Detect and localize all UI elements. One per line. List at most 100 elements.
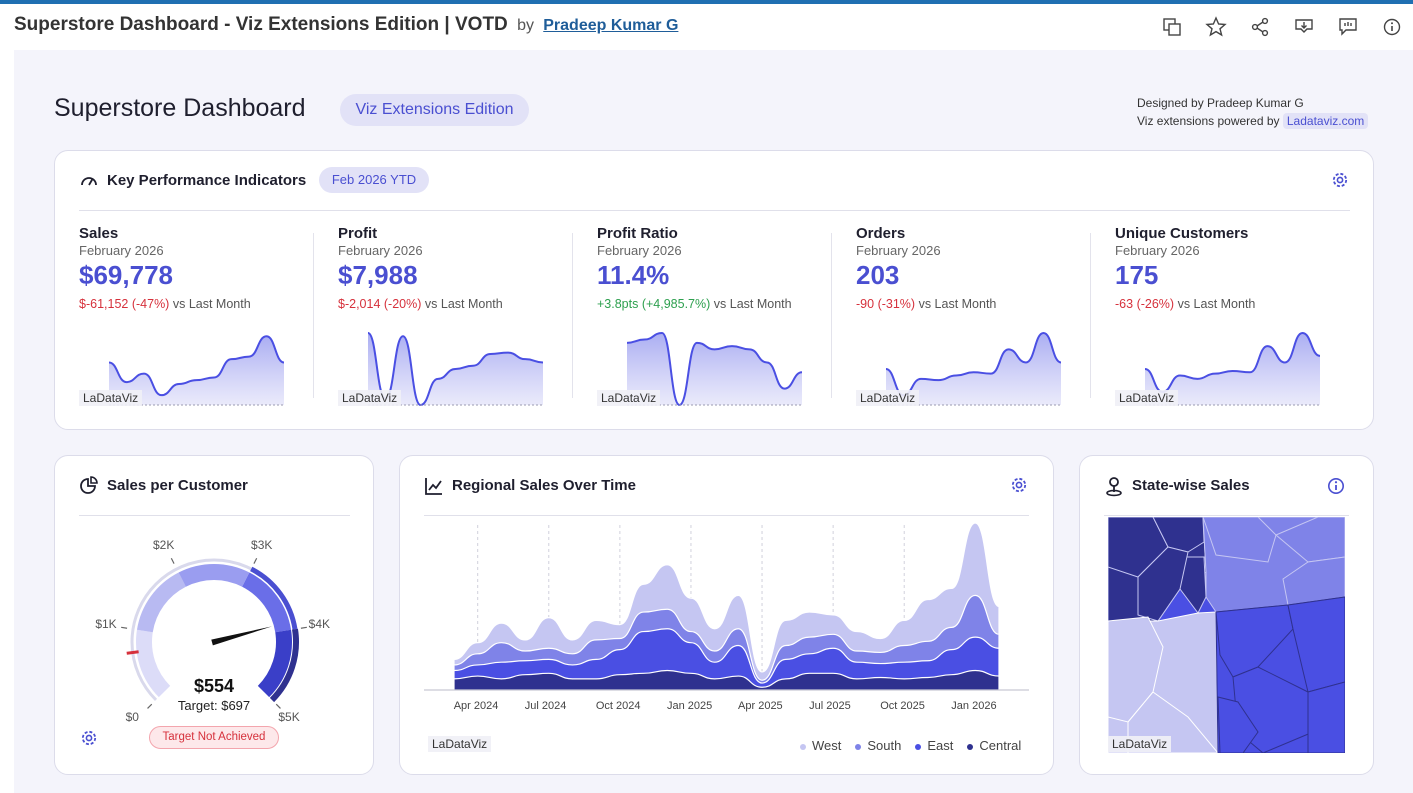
kpi-delta-suffix: vs Last Month — [713, 297, 792, 311]
dashboard-title: Superstore Dashboard — [54, 94, 306, 122]
sparkline-area — [627, 333, 802, 405]
x-axis-tick-label: Jul 2024 — [524, 700, 567, 712]
sparkline-area — [1145, 333, 1320, 405]
sparkline-line — [367, 332, 544, 407]
legend-label: East — [927, 738, 954, 753]
gauge-target: Target: $697 — [177, 698, 251, 713]
regional-area-chart — [424, 522, 1029, 691]
gauge-tick-label: $2K — [152, 537, 175, 552]
viz-title: Superstore Dashboard - Viz Extensions Ed… — [14, 14, 678, 36]
gauge-band — [136, 572, 187, 633]
kpi-profit-ratio: Profit Ratio February 2026 11.4% +3.8pts (+… — [597, 225, 837, 415]
legend-item-east[interactable]: East — [915, 738, 953, 753]
gauge-section-title: Sales per Customer — [107, 477, 248, 494]
state-watermark: LaDataViz — [1108, 736, 1172, 752]
kpi-delta-value: $-61,152 — [79, 297, 129, 311]
kpi-period: February 2026 — [1115, 243, 1200, 258]
gauge-tick-label: $0 — [125, 710, 139, 725]
kpi-period: February 2026 — [338, 243, 423, 258]
by-label: by — [517, 17, 534, 34]
x-axis-tick-label: Oct 2025 — [880, 700, 925, 712]
kpi-name: Unique Customers — [1115, 225, 1249, 242]
ladataviz-link[interactable]: Ladataviz.com — [1282, 113, 1369, 129]
star-icon[interactable] — [1205, 16, 1227, 38]
sparkline-area — [109, 336, 284, 405]
kpi-period: February 2026 — [856, 243, 941, 258]
kpi-delta-value: $-2,014 — [338, 297, 381, 311]
gauge-separator — [79, 515, 350, 516]
top-accent-bar — [0, 0, 1413, 4]
legend-item-west[interactable]: West — [800, 738, 841, 753]
regional-section-title: Regional Sales Over Time — [452, 477, 636, 494]
edition-badge: Viz Extensions Edition — [340, 94, 529, 126]
kpi-watermark: LaDataViz — [597, 390, 661, 406]
x-axis-tick-label: Apr 2025 — [738, 700, 783, 712]
sparkline-line — [1144, 331, 1321, 393]
kpi-delta-percent: (-26%) — [1136, 297, 1175, 311]
window-header: Superstore Dashboard - Viz Extensions Ed… — [0, 4, 1413, 50]
info-icon[interactable] — [1381, 16, 1403, 38]
kpi-divider — [313, 233, 314, 398]
kpi-delta-percent: (-20%) — [383, 297, 422, 311]
kpi-divider — [831, 233, 832, 398]
speedometer-icon — [81, 177, 97, 186]
gauge-tick — [275, 703, 281, 709]
map-pin-icon — [1106, 477, 1122, 497]
regional-settings-gear-icon[interactable] — [1009, 475, 1029, 495]
kpi-divider — [572, 233, 573, 398]
header-actions — [1161, 16, 1403, 38]
kpi-settings-gear-icon[interactable] — [1330, 170, 1350, 190]
kpi-delta: -90 (-31%) vs Last Month — [856, 297, 1096, 311]
kpi-name: Profit — [338, 225, 378, 242]
kpi-orders: Orders February 2026 203 -90 (-31%) vs Last… — [856, 225, 1096, 415]
legend-label: Central — [979, 738, 1022, 753]
kpi-watermark: LaDataViz — [856, 390, 920, 406]
state-voronoi-treemap — [1108, 517, 1345, 753]
gauge-value: $554 — [193, 676, 235, 696]
x-axis-tick-label: Apr 2024 — [453, 700, 499, 712]
kpi-value: 203 — [856, 260, 900, 290]
gauge-band — [241, 572, 292, 633]
period-pill[interactable]: Feb 2026 YTD — [319, 167, 429, 193]
kpi-name: Orders — [856, 225, 906, 242]
gauge-tick — [170, 557, 175, 564]
kpi-delta-percent: (-47%) — [131, 297, 170, 311]
area-series-central — [453, 669, 1000, 691]
kpi-watermark: LaDataViz — [338, 390, 402, 406]
share-icon[interactable] — [1249, 16, 1271, 38]
gauge-tick-label: $3K — [251, 537, 273, 552]
pie-chart-icon — [80, 476, 98, 494]
kpi-unique-customers: Unique Customers February 2026 175 -63 (-26… — [1115, 225, 1355, 415]
legend-dot — [915, 743, 922, 750]
kpi-delta-value: +3.8pts — [597, 297, 639, 311]
state-info-icon[interactable] — [1326, 476, 1346, 496]
copy-icon[interactable] — [1161, 16, 1183, 38]
kpi-delta: +3.8pts (+4,985.7%) vs Last Month — [597, 297, 837, 311]
kpi-watermark: LaDataViz — [79, 390, 143, 406]
regional-watermark: LaDataViz — [428, 736, 492, 752]
gauge-settings-gear-icon[interactable] — [79, 728, 99, 748]
kpi-delta-percent: (-31%) — [877, 297, 916, 311]
legend-item-central[interactable]: Central — [967, 738, 1021, 753]
kpi-delta: $-61,152 (-47%) vs Last Month — [79, 297, 319, 311]
legend-dot — [855, 743, 862, 750]
kpi-period: February 2026 — [79, 243, 164, 258]
kpi-value: 11.4% — [597, 260, 670, 290]
legend-item-south[interactable]: South — [855, 738, 901, 753]
author-link[interactable]: Pradeep Kumar G — [543, 17, 679, 34]
gauge-tick-label: $4K — [308, 617, 331, 632]
kpi-delta-value: -90 — [856, 297, 875, 311]
download-icon[interactable] — [1293, 16, 1315, 38]
gauge-band — [257, 629, 292, 698]
kpi-profit: Profit February 2026 $7,988 $-2,014 (-20%) … — [338, 225, 578, 415]
viz-title-text: Superstore Dashboard - Viz Extensions Ed… — [14, 14, 508, 35]
legend-dot — [967, 743, 974, 750]
kpi-delta-suffix: vs Last Month — [918, 297, 997, 311]
x-axis-tick-label: Jan 2025 — [666, 700, 713, 712]
kpi-name: Sales — [79, 225, 119, 242]
sparkline-line — [626, 331, 803, 407]
kpi-delta-suffix: vs Last Month — [424, 297, 503, 311]
gauge-outer-band — [269, 628, 299, 703]
area-series-east — [453, 628, 1000, 691]
comment-icon[interactable] — [1337, 16, 1359, 38]
